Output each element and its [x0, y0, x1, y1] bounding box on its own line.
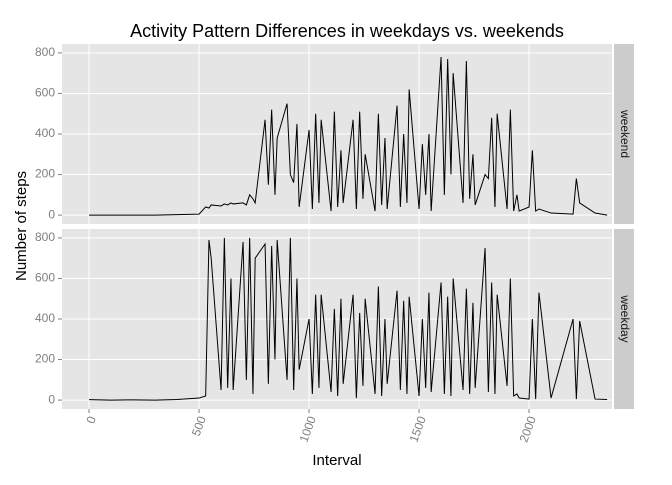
- x-tick-label: 500: [189, 414, 209, 438]
- y-tick-label: 200: [35, 167, 55, 181]
- y-tick-label: 400: [35, 126, 55, 140]
- y-tick-label: 800: [35, 230, 55, 244]
- chart-title: Activity Pattern Differences in weekdays…: [130, 21, 564, 41]
- y-tick-label: 600: [35, 271, 55, 285]
- series-line: [89, 237, 608, 401]
- series-line: [89, 56, 608, 216]
- x-tick-label: 0: [83, 414, 99, 425]
- x-axis-label: Interval: [312, 452, 361, 469]
- strip-label: weekday: [618, 294, 632, 342]
- y-tick-label: 0: [48, 207, 55, 221]
- strip-label: weekend: [618, 109, 632, 158]
- x-tick-label: 1000: [297, 414, 319, 444]
- y-tick-label: 800: [35, 45, 55, 59]
- strip-background: [614, 44, 634, 224]
- y-tick-label: 200: [35, 352, 55, 366]
- x-tick-label: 1500: [407, 414, 429, 444]
- y-tick-label: 600: [35, 86, 55, 100]
- strip-background: [614, 229, 634, 409]
- y-tick-label: 400: [35, 311, 55, 325]
- x-tick-label: 2000: [517, 414, 539, 444]
- y-tick-label: 0: [48, 392, 55, 406]
- y-axis-label: Number of steps: [13, 171, 30, 281]
